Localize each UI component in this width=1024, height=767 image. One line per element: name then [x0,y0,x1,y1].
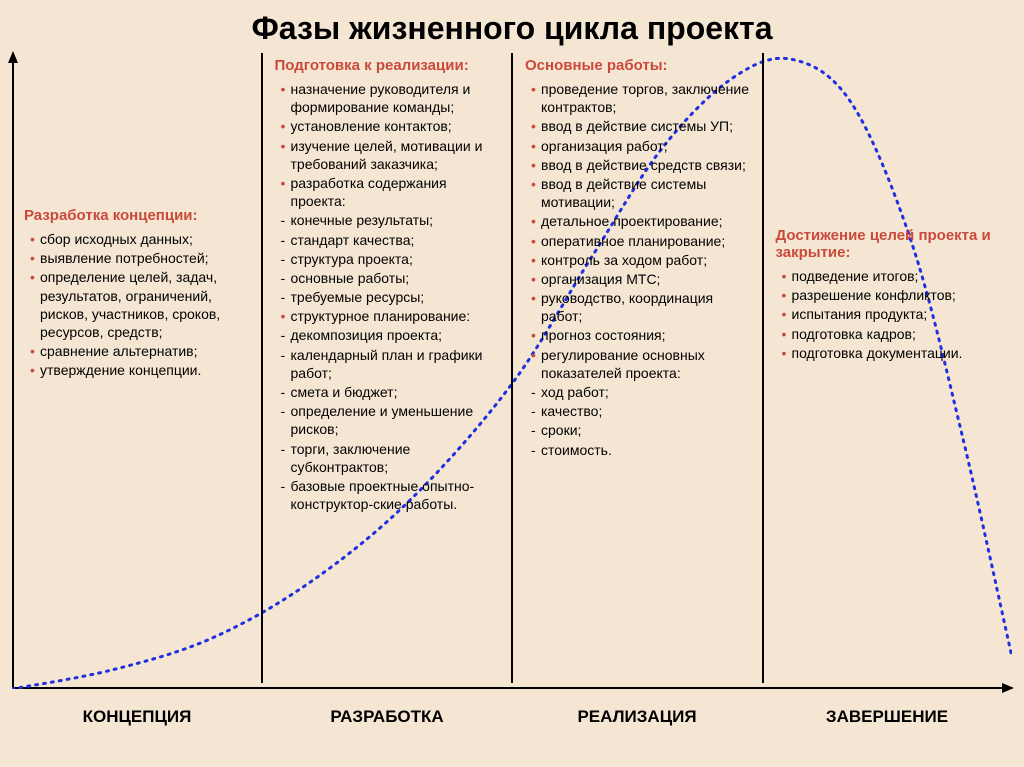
list-item: проведение торгов, заключение контрактов… [531,80,752,116]
bullet-list: сбор исходных данных;выявление потребнос… [24,230,251,380]
list-item: стоимость. [531,441,752,459]
phase-label: РАЗРАБОТКА [262,707,512,727]
list-item: регулирование основных показателей проек… [531,346,752,382]
list-item: подготовка документации. [782,344,1003,362]
list-item: торги, заключение субконтрактов; [281,440,502,476]
phase-col-realization: Основные работы: проведение торгов, закл… [511,53,762,683]
list-item: стандарт качества; [281,231,502,249]
list-item: основные работы; [281,269,502,287]
list-item: сроки; [531,421,752,439]
x-axis [12,687,1012,689]
list-item: определение и уменьшение рисков; [281,402,502,438]
list-item: ввод в действие системы мотивации; [531,175,752,211]
dash-list: декомпозиция проекта; календарный план и … [275,326,502,513]
list-item: определение целей, задач, результатов, о… [30,268,251,341]
section-title: Разработка концепции: [24,207,251,224]
list-item: организация работ; [531,137,752,155]
list-item: структура проекта; [281,250,502,268]
list-item: смета и бюджет; [281,383,502,401]
list-item: базовые проектные опытно-конструктор-ски… [281,477,502,513]
dash-list: ход работ;качество;сроки; стоимость. [525,383,752,459]
list-item: сбор исходных данных; [30,230,251,248]
list-item: изучение целей, мотивации и требований з… [281,137,502,173]
phase-label: КОНЦЕПЦИЯ [12,707,262,727]
list-item: календарный план и графики работ; [281,346,502,382]
list-item: руководство, координация работ; [531,289,752,325]
list-item: сравнение альтернатив; [30,342,251,360]
phase-label: РЕАЛИЗАЦИЯ [512,707,762,727]
list-item: ввод в действие средств связи; [531,156,752,174]
list-item: разработка содержания проекта: [281,174,502,210]
list-item: ход работ; [531,383,752,401]
list-item: требуемые ресурсы; [281,288,502,306]
list-item: выявление потребностей; [30,249,251,267]
bullet-list: назначение руководителя и формирование к… [275,80,502,210]
list-item: ввод в действие системы УП; [531,117,752,135]
list-item: прогноз состояния; [531,326,752,344]
chart-area: Разработка концепции: сбор исходных данн… [0,53,1024,733]
phase-col-development: Подготовка к реализации: назначение руко… [261,53,512,683]
bullet-list: структурное планирование: [275,307,502,325]
list-item: оперативное планирование; [531,232,752,250]
list-item: установление контактов; [281,117,502,135]
phase-columns: Разработка концепции: сбор исходных данн… [12,53,1012,683]
phase-labels-row: КОНЦЕПЦИЯ РАЗРАБОТКА РЕАЛИЗАЦИЯ ЗАВЕРШЕН… [12,707,1012,727]
phase-label: ЗАВЕРШЕНИЕ [762,707,1012,727]
list-item: детальное проектирование; [531,212,752,230]
list-item: утверждение концепции. [30,361,251,379]
phase-col-completion: Достижение целей проекта и закрытие: под… [762,53,1013,683]
list-item: подготовка кадров; [782,325,1003,343]
list-item: конечные результаты; [281,211,502,229]
section-title: Достижение целей проекта и закрытие: [776,227,1003,261]
page-title: Фазы жизненного цикла проекта [0,0,1024,53]
list-item: организация МТС; [531,270,752,288]
list-item: качество; [531,402,752,420]
list-item: назначение руководителя и формирование к… [281,80,502,116]
list-item: декомпозиция проекта; [281,326,502,344]
section-title: Подготовка к реализации: [275,57,502,74]
dash-list: конечные результаты; стандарт качества;ст… [275,211,502,306]
section-title: Основные работы: [525,57,752,74]
list-item: структурное планирование: [281,307,502,325]
list-item: подведение итогов; [782,267,1003,285]
list-item: испытания продукта; [782,305,1003,323]
list-item: разрешение конфликтов; [782,286,1003,304]
bullet-list: проведение торгов, заключение контрактов… [525,80,752,382]
phase-col-concept: Разработка концепции: сбор исходных данн… [12,53,261,683]
bullet-list: подведение итогов;разрешение конфликтов;… [776,267,1003,362]
list-item: контроль за ходом работ; [531,251,752,269]
